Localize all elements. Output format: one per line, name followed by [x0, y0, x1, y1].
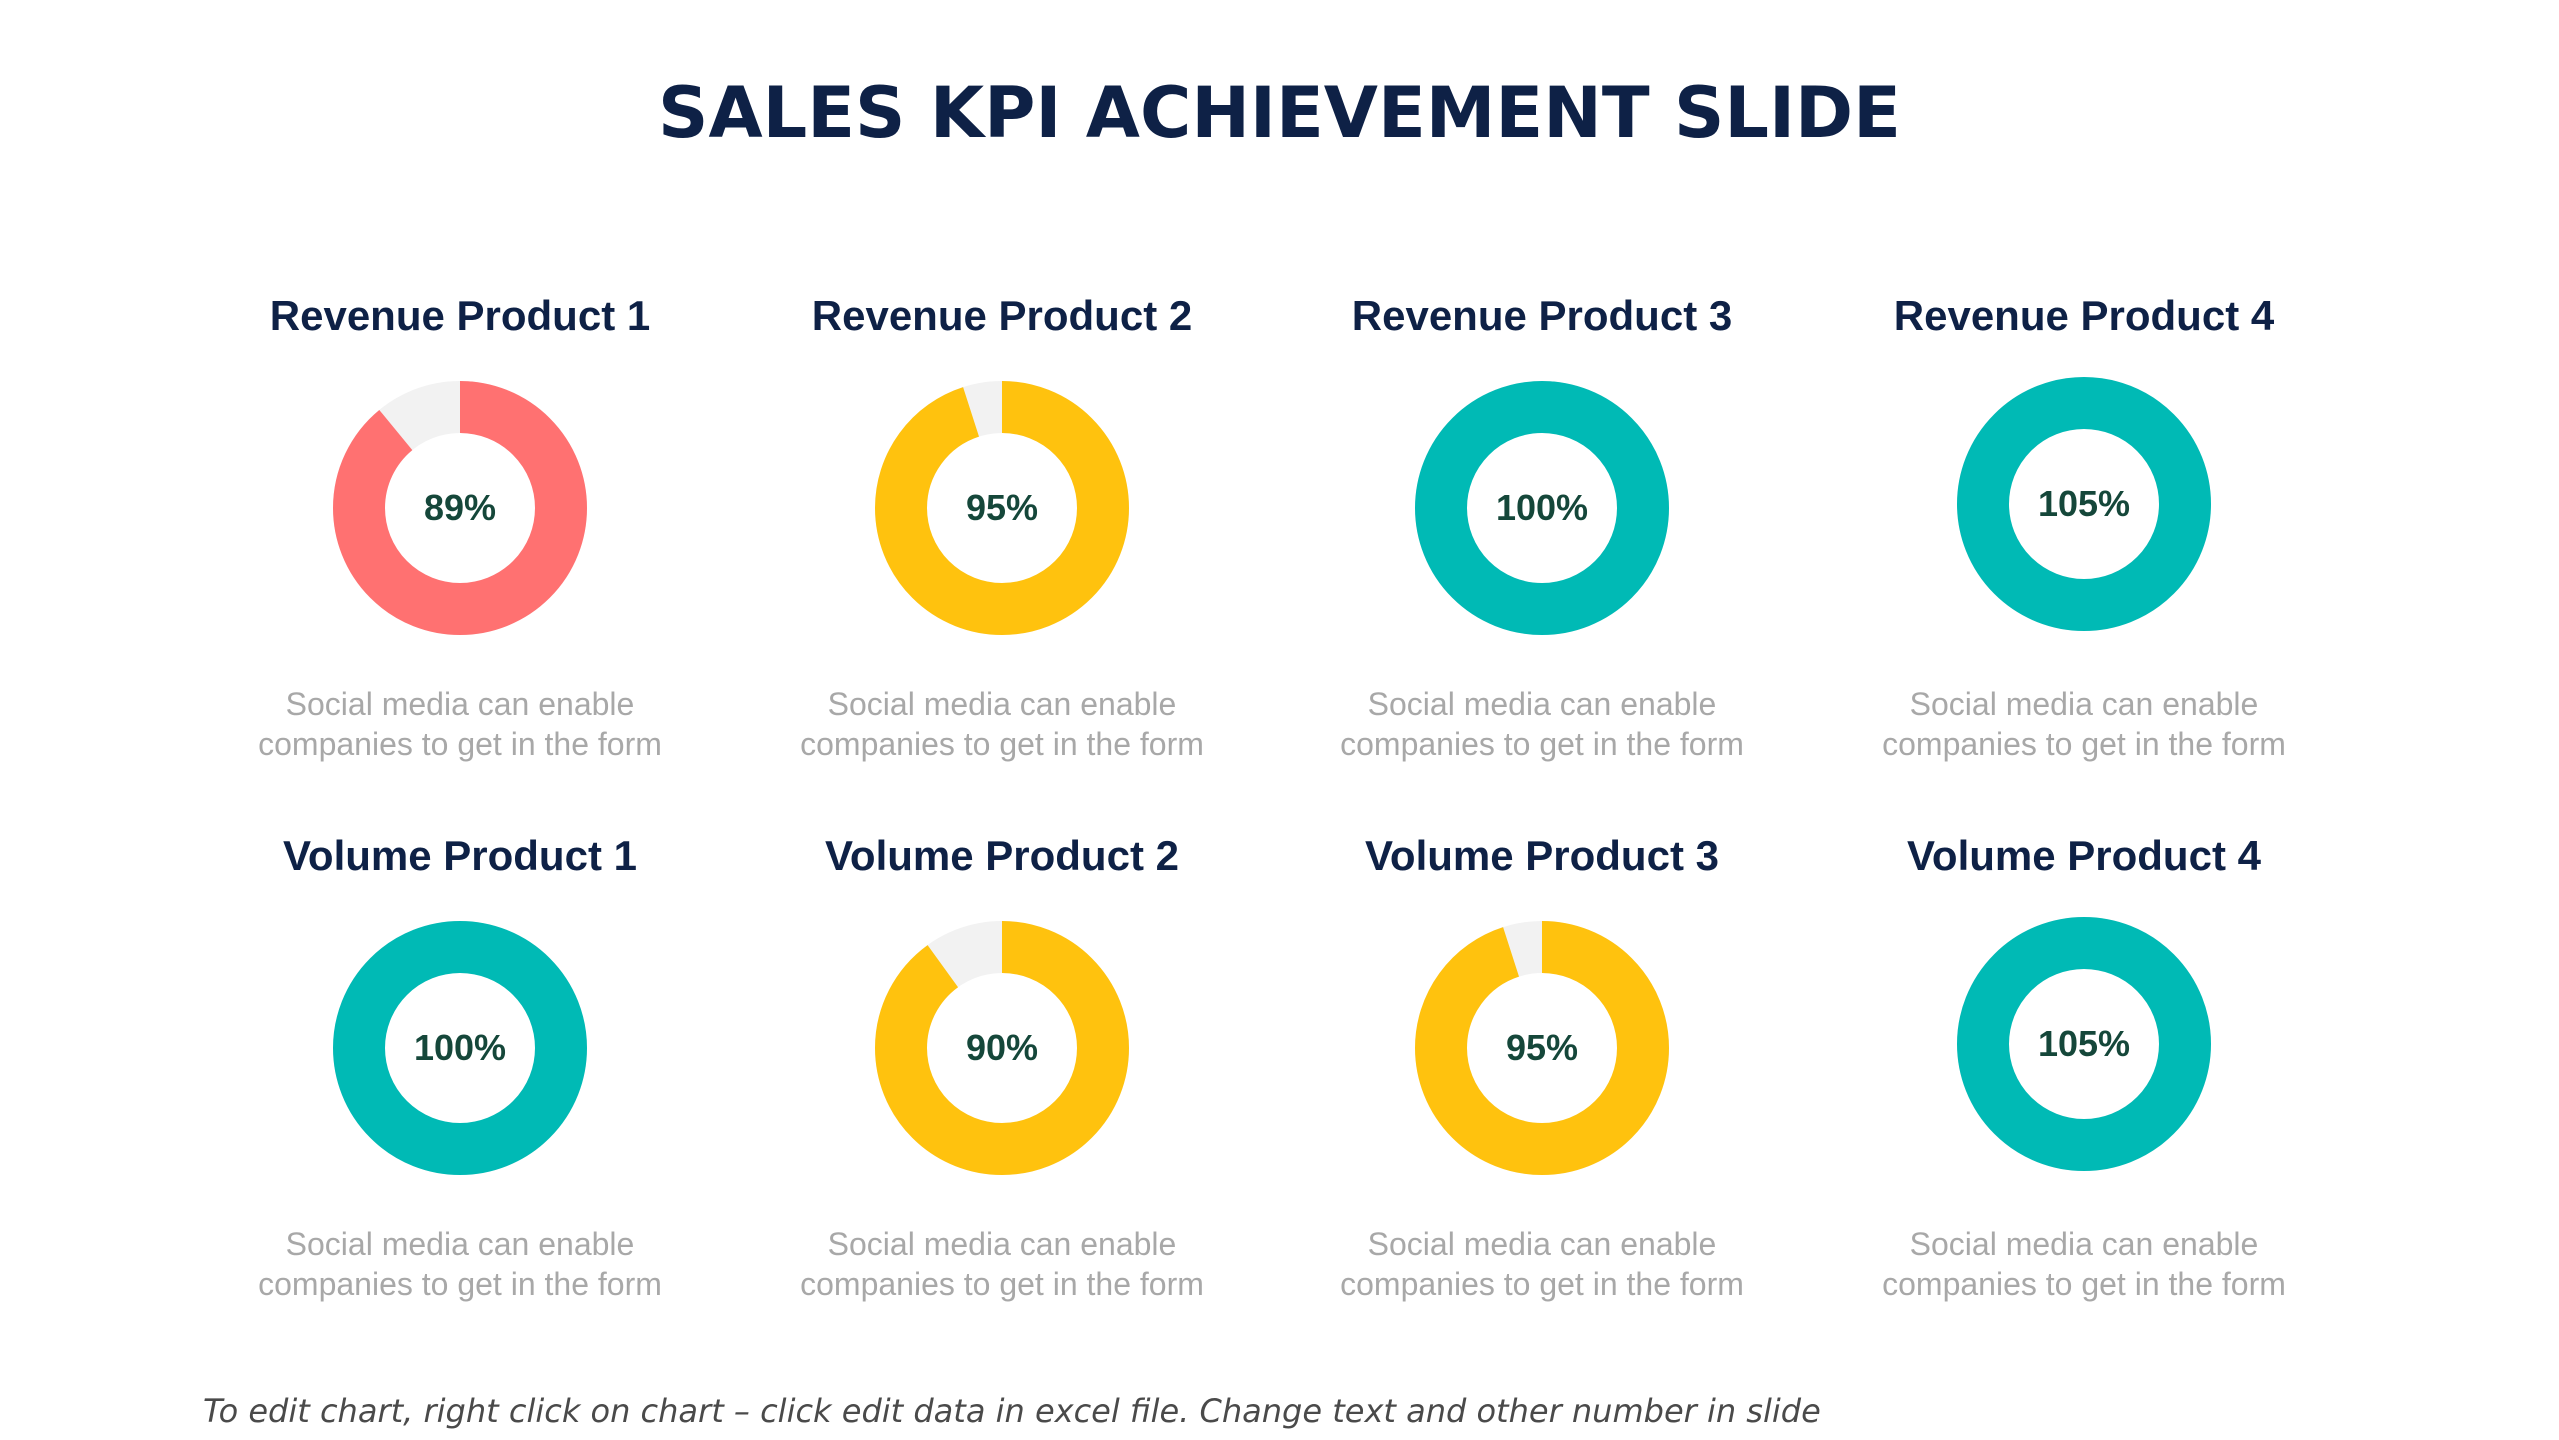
donut-achieved-arc — [1415, 921, 1669, 1175]
kpi-description: Social media can enable companies to get… — [190, 684, 730, 764]
kpi-value-label: 100% — [413, 1027, 507, 1068]
kpi-title: Volume Product 1 — [283, 832, 637, 879]
kpi-title: Revenue Product 2 — [811, 292, 1193, 339]
kpi-description: Social media can enable companies to get… — [732, 684, 1272, 764]
donut-chart[interactable]: 105% — [1956, 916, 2212, 1172]
donut-achieved-arc — [1415, 381, 1669, 635]
kpi-title: Volume Product 3 — [1365, 832, 1719, 879]
donut-achieved-arc — [333, 921, 587, 1175]
kpi-card-revenue-product-3: Revenue Product 3 100% Social media can … — [1272, 292, 1812, 812]
kpi-description-line: companies to get in the form — [258, 1266, 662, 1302]
kpi-description-line: Social media can enable — [285, 1226, 635, 1262]
kpi-value-label: 90% — [965, 1027, 1039, 1068]
kpi-description-line: Social media can enable — [1909, 686, 2259, 722]
kpi-description-line: companies to get in the form — [258, 726, 662, 762]
kpi-title: Revenue Product 1 — [269, 292, 651, 339]
donut-svg — [1415, 921, 1669, 1175]
donut-chart[interactable]: 95% — [874, 380, 1130, 636]
kpi-description-line: Social media can enable — [827, 686, 1177, 722]
kpi-description-line: Social media can enable — [1909, 1226, 2259, 1262]
kpi-description-line: companies to get in the form — [1340, 1266, 1744, 1302]
kpi-description-line: Social media can enable — [827, 1226, 1177, 1262]
kpi-card-volume-product-3: Volume Product 3 95% Social media can en… — [1272, 832, 1812, 1352]
kpi-card-volume-product-4: Volume Product 4 105% Social media can e… — [1814, 832, 2354, 1352]
kpi-value-label: 105% — [2037, 483, 2131, 524]
kpi-card-revenue-product-2: Revenue Product 2 95% Social media can e… — [732, 292, 1272, 812]
kpi-value-label: 95% — [1505, 1027, 1579, 1068]
kpi-value-label: 95% — [965, 487, 1039, 528]
kpi-description-line: Social media can enable — [1367, 1226, 1717, 1262]
kpi-description-line: Social media can enable — [1367, 686, 1717, 722]
kpi-title: Revenue Product 3 — [1351, 292, 1733, 339]
slide-title: SALES KPI ACHIEVEMENT SLIDE — [658, 72, 1901, 154]
donut-svg — [1415, 381, 1669, 635]
kpi-value-label: 89% — [423, 487, 497, 528]
donut-chart[interactable]: 90% — [874, 920, 1130, 1176]
footer-note: To edit chart, right click on chart – cl… — [203, 1392, 1821, 1430]
kpi-value-label: 105% — [2037, 1023, 2131, 1064]
donut-achieved-arc — [875, 921, 1129, 1175]
donut-chart[interactable]: 89% — [332, 380, 588, 636]
kpi-value-label: 100% — [1495, 487, 1589, 528]
kpi-description-line: Social media can enable — [285, 686, 635, 722]
donut-chart[interactable]: 105% — [1956, 376, 2212, 632]
kpi-card-volume-product-2: Volume Product 2 90% Social media can en… — [732, 832, 1272, 1352]
kpi-card-revenue-product-1: Revenue Product 1 89% Social media can e… — [190, 292, 730, 812]
kpi-description: Social media can enable companies to get… — [1272, 1224, 1812, 1304]
kpi-description: Social media can enable companies to get… — [1814, 684, 2354, 764]
donut-svg — [333, 921, 587, 1175]
kpi-description: Social media can enable companies to get… — [1814, 1224, 2354, 1304]
donut-chart[interactable]: 95% — [1414, 920, 1670, 1176]
kpi-description-line: companies to get in the form — [1340, 726, 1744, 762]
donut-svg — [1957, 917, 2211, 1171]
donut-achieved-arc — [333, 381, 587, 635]
kpi-card-revenue-product-4: Revenue Product 4 105% Social media can … — [1814, 292, 2354, 812]
donut-chart[interactable]: 100% — [1414, 380, 1670, 636]
donut-svg — [333, 381, 587, 635]
kpi-description: Social media can enable companies to get… — [1272, 684, 1812, 764]
kpi-title: Revenue Product 4 — [1893, 292, 2275, 339]
donut-achieved-arc — [1957, 377, 2211, 631]
kpi-description-line: companies to get in the form — [1882, 1266, 2286, 1302]
donut-svg — [1957, 377, 2211, 631]
kpi-card-volume-product-1: Volume Product 1 100% Social media can e… — [190, 832, 730, 1352]
donut-svg — [875, 921, 1129, 1175]
donut-svg — [875, 381, 1129, 635]
kpi-title: Volume Product 2 — [825, 832, 1179, 879]
kpi-title: Volume Product 4 — [1907, 832, 2261, 879]
donut-achieved-arc — [1957, 917, 2211, 1171]
donut-achieved-arc — [875, 381, 1129, 635]
kpi-description-line: companies to get in the form — [800, 1266, 1204, 1302]
kpi-description: Social media can enable companies to get… — [190, 1224, 730, 1304]
kpi-description-line: companies to get in the form — [1882, 726, 2286, 762]
kpi-description-line: companies to get in the form — [800, 726, 1204, 762]
kpi-description: Social media can enable companies to get… — [732, 1224, 1272, 1304]
donut-chart[interactable]: 100% — [332, 920, 588, 1176]
